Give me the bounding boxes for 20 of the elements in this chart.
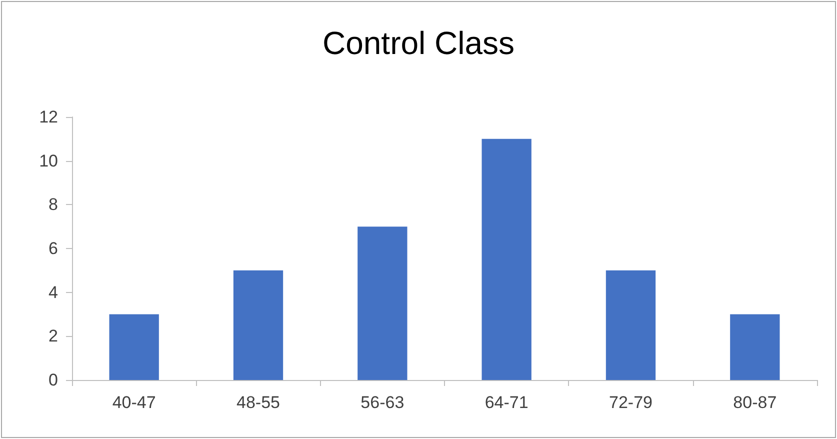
y-tick-label: 6	[48, 239, 58, 258]
x-tick-label: 80-87	[733, 393, 777, 412]
x-tick-label: 40-47	[112, 393, 156, 412]
bar	[233, 270, 284, 380]
y-tick-label: 12	[39, 108, 58, 126]
y-tick-label: 8	[48, 195, 58, 214]
x-tick-label: 72-79	[609, 393, 652, 412]
chart-title: Control Class	[322, 25, 515, 61]
bar	[730, 314, 780, 380]
x-tick-label: 64-71	[484, 393, 528, 412]
bar	[606, 270, 656, 380]
bar	[358, 226, 408, 380]
y-tick-label: 4	[48, 282, 58, 302]
y-tick-label: 2	[48, 326, 58, 346]
x-tick-label: 56-63	[360, 393, 404, 412]
x-tick-label: 48-55	[236, 393, 280, 412]
bar	[109, 314, 159, 380]
bar	[482, 138, 532, 380]
y-tick-label: 10	[39, 151, 58, 170]
y-tick-label: 0	[48, 370, 58, 390]
